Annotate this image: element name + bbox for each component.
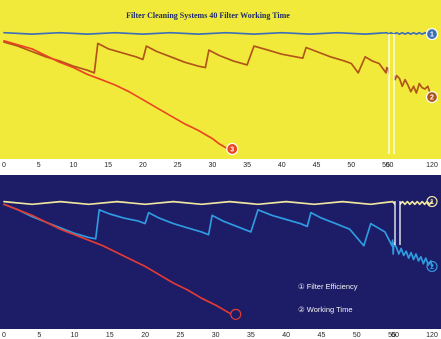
top-x-tick-label: 55 bbox=[382, 162, 390, 169]
top-x-tick-label: 120 bbox=[426, 162, 438, 169]
top-x-tick-label: 15 bbox=[104, 162, 112, 169]
top-series-marker-1 bbox=[425, 27, 439, 41]
top-x-tick-label: 60 bbox=[386, 162, 394, 169]
legend-filter-efficiency: ① Filter Efficiency bbox=[298, 282, 358, 291]
top-series-marker-3 bbox=[226, 142, 239, 156]
top-series-line-1 bbox=[3, 31, 433, 35]
top-series-marker-label-2: 2 bbox=[430, 95, 434, 102]
bottom-x-tick-label: 35 bbox=[247, 332, 255, 339]
bottom-x-tick-label: 45 bbox=[318, 332, 326, 339]
top-x-tick-label: 35 bbox=[243, 162, 251, 169]
bottom-x-tick-label: 55 bbox=[388, 332, 396, 339]
bottom-series-markers: 12 bbox=[230, 195, 438, 320]
bottom-series-marker-label-2: 2 bbox=[430, 264, 434, 271]
top-series-marker-label-3: 3 bbox=[230, 146, 234, 153]
legend-working-time: ② Working Time bbox=[298, 305, 353, 314]
bottom-plot-background bbox=[0, 175, 441, 329]
top-x-tick-label: 45 bbox=[313, 162, 321, 169]
bottom-axis-break bbox=[394, 201, 401, 245]
bottom-x-tick-label: 10 bbox=[71, 332, 79, 339]
top-chart-panel: Filter Cleaning Systems 40 Filter Workin… bbox=[0, 0, 441, 171]
top-x-tick-label: 20 bbox=[139, 162, 147, 169]
top-x-tick-label: 10 bbox=[70, 162, 78, 169]
bottom-x-tick-label: 5 bbox=[37, 332, 41, 339]
bottom-x-tick-label: 15 bbox=[106, 332, 114, 339]
top-x-tick-label: 40 bbox=[278, 162, 286, 169]
top-plot-background bbox=[0, 0, 441, 159]
top-chart: Filter Cleaning Systems 40 Filter Workin… bbox=[0, 0, 441, 171]
top-series-group bbox=[3, 31, 433, 149]
top-chart-title: Filter Cleaning Systems 40 Filter Workin… bbox=[126, 11, 290, 20]
bottom-x-tick-label: 60 bbox=[391, 332, 399, 339]
bottom-x-tick-label: 30 bbox=[212, 332, 220, 339]
top-x-tick-label: 25 bbox=[174, 162, 182, 169]
top-x-tick-label: 0 bbox=[2, 162, 6, 169]
bottom-x-tick-label: 120 bbox=[426, 332, 438, 339]
top-axis-strip bbox=[0, 159, 441, 171]
bottom-series-marker-label-1: 1 bbox=[430, 199, 434, 206]
top-series-line-2 bbox=[3, 41, 433, 98]
top-x-tick-label: 50 bbox=[347, 162, 355, 169]
bottom-axis-strip bbox=[0, 329, 441, 339]
bottom-series-line-3 bbox=[3, 203, 231, 315]
top-series-marker-2 bbox=[425, 90, 439, 104]
top-x-tick-label: 30 bbox=[208, 162, 216, 169]
bottom-x-tick-label: 20 bbox=[141, 332, 149, 339]
top-series-marker-label-1: 1 bbox=[430, 32, 434, 39]
bottom-x-tick-label: 40 bbox=[282, 332, 290, 339]
bottom-series-line-2 bbox=[3, 203, 433, 268]
top-x-tick-label: 5 bbox=[37, 162, 41, 169]
bottom-series-marker-2 bbox=[426, 260, 438, 273]
bottom-series-marker-3 bbox=[230, 308, 242, 320]
top-series-markers: 1 2 3 bbox=[226, 27, 439, 156]
bottom-series-marker-1 bbox=[426, 195, 438, 208]
bottom-x-tick-label: 0 bbox=[2, 332, 6, 339]
bottom-x-tick-label: 25 bbox=[176, 332, 184, 339]
bottom-x-tick-label: 50 bbox=[353, 332, 361, 339]
top-axis-break bbox=[388, 34, 395, 154]
top-series-line-3 bbox=[3, 39, 228, 149]
